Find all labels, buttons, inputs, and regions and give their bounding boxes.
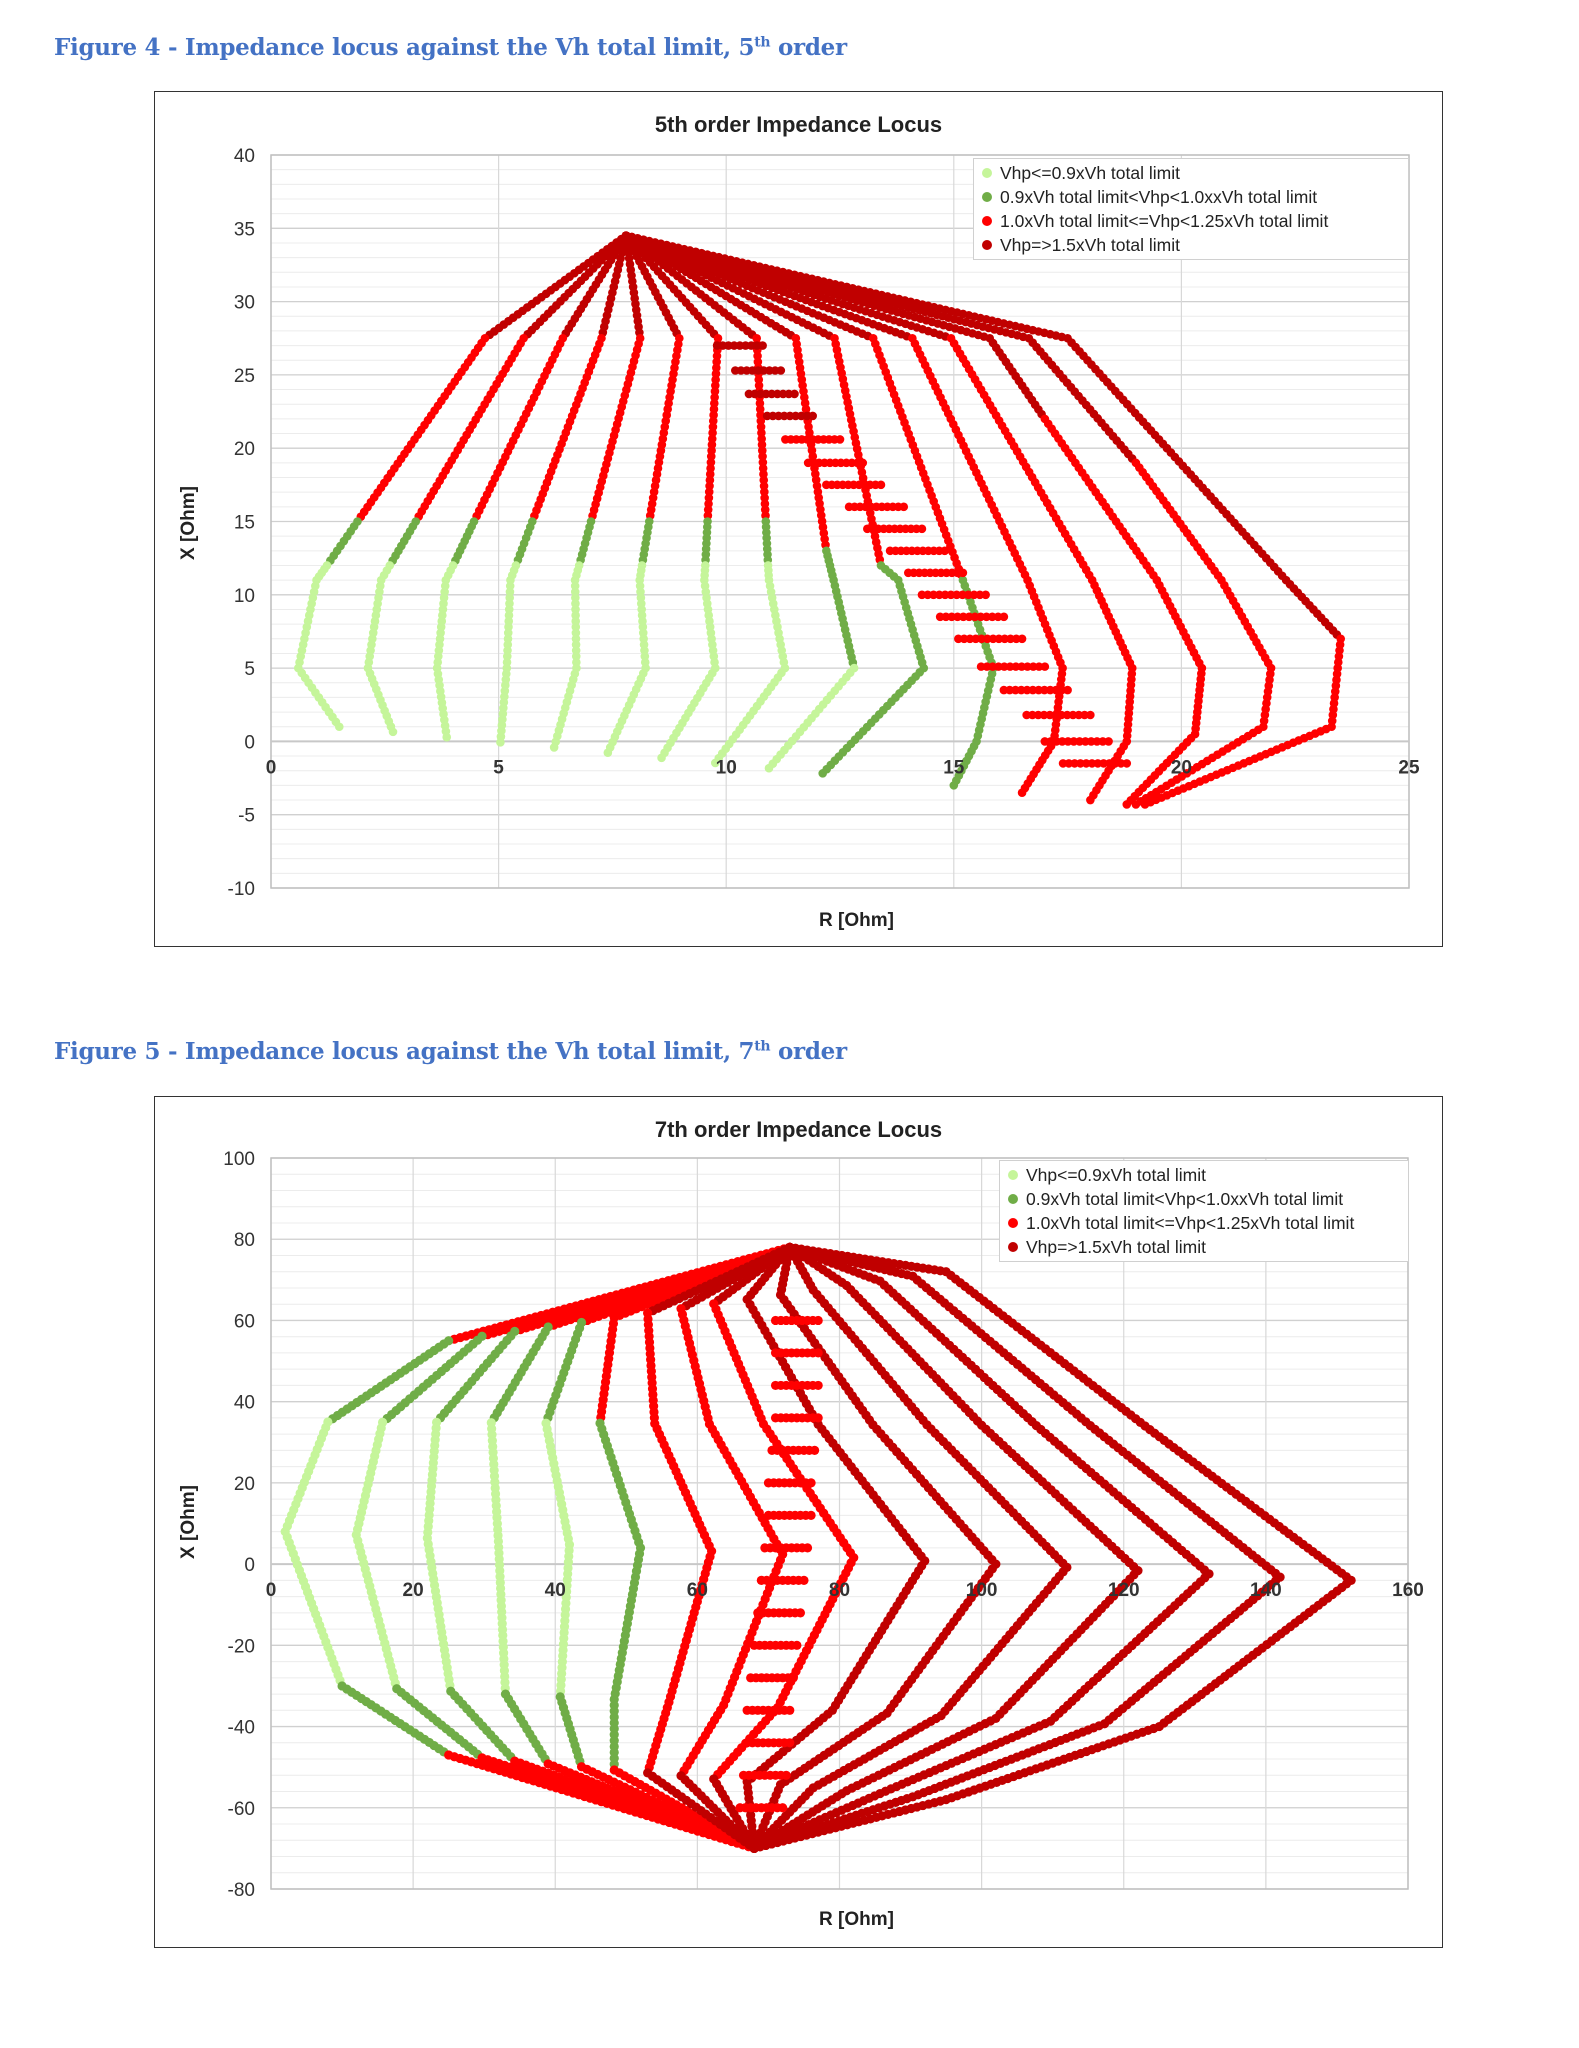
x-axis-label: R [Ohm] (819, 910, 894, 931)
data-point (1086, 710, 1095, 720)
data-point (1140, 800, 1150, 809)
legend-label: 1.0xVh total limit<=Vhp<1.25xVh total li… (1000, 210, 1329, 231)
caption-sup: th (754, 34, 771, 51)
y-tick-label: 80 (234, 1230, 255, 1251)
x-tick-label: 15 (943, 757, 965, 778)
figure-5-caption: Figure 5 - Impedance locus against the V… (54, 1038, 847, 1065)
data-point (808, 411, 817, 421)
data-point (710, 758, 720, 768)
y-tick-label: -80 (228, 1880, 255, 1901)
data-point (981, 590, 990, 600)
data-point (813, 1315, 823, 1326)
y-tick-label: 25 (234, 366, 255, 387)
data-point (1017, 634, 1027, 644)
data-point (813, 1380, 823, 1391)
data-point (899, 502, 909, 512)
chart-title: 5th order Impedance Locus (654, 112, 943, 137)
data-point (764, 763, 774, 773)
data-point (917, 524, 927, 534)
data-point (958, 568, 968, 578)
data-point (876, 480, 886, 490)
y-tick-label: -10 (228, 879, 255, 900)
y-tick-label: -40 (228, 1718, 255, 1739)
data-point (949, 781, 959, 790)
x-tick-label: 0 (266, 757, 277, 778)
data-point (758, 341, 767, 350)
data-point (549, 743, 559, 752)
figure-4-caption: Figure 4 - Impedance locus against the V… (54, 34, 847, 61)
y-tick-label: -5 (238, 806, 255, 827)
y-tick-label: -60 (228, 1799, 255, 1820)
data-point (1131, 800, 1141, 809)
caption-text: Figure 4 - Impedance locus against the V… (54, 34, 755, 61)
legend-item: Vhp=>1.5xVh total limit (982, 233, 1400, 257)
data-point (603, 748, 613, 757)
data-point (835, 435, 845, 444)
y-tick-label: 40 (234, 146, 255, 167)
data-point (1040, 662, 1050, 671)
y-tick-label: 0 (244, 732, 255, 753)
legend-label: Vhp<=0.9xVh total limit (1000, 162, 1180, 183)
data-point (1017, 788, 1027, 798)
caption-end: order (770, 1038, 847, 1065)
plot-area-border (270, 154, 1410, 889)
data-point (1104, 737, 1113, 746)
legend: Vhp<=0.9xVh total limit 0.9xVh total lim… (973, 158, 1409, 260)
y-tick-label: 15 (234, 513, 255, 534)
x-tick-label: 5 (493, 757, 504, 778)
chart-plot-svg: 40 35 30 25 20 15 10 5 0 -5 -10 0 5 10 15 20 25 (228, 146, 1420, 900)
legend-item: 1.0xVh total limit<=Vhp<1.25xVh total li… (982, 209, 1400, 233)
y-tick-label: 5 (244, 659, 255, 680)
data-point (790, 389, 799, 399)
data-point (999, 612, 1009, 622)
data-point (813, 1413, 823, 1423)
legend-marker (982, 240, 992, 250)
data-point (1122, 800, 1132, 809)
data-point (388, 727, 398, 737)
caption-sup: th (754, 1038, 771, 1055)
y-tick-label: -20 (228, 1636, 255, 1657)
x-tick-label: 20 (1171, 757, 1192, 778)
data-point (1063, 685, 1072, 695)
data-point (813, 1348, 823, 1358)
legend-label: Vhp=>1.5xVh total limit (1000, 234, 1180, 255)
x-tick-label: 25 (1398, 757, 1420, 778)
y-tick-label: 35 (234, 219, 255, 240)
data-point (442, 732, 452, 742)
data-point (1086, 795, 1095, 805)
legend-marker (982, 216, 992, 226)
chart-5th-order: 40 35 30 25 20 15 10 5 0 -5 -10 0 5 10 15 20 25 5th orde… (154, 91, 1443, 947)
data-point (496, 737, 505, 747)
y-axis-label: X [Ohm] (177, 486, 199, 560)
legend-item: 0.9xVh total limit<Vhp<1.0xxVh total lim… (982, 185, 1400, 209)
legend-label: 0.9xVh total limit<Vhp<1.0xxVh total lim… (1000, 186, 1318, 207)
y-tick-label: 0 (244, 1555, 255, 1576)
data-point (657, 753, 666, 763)
y-tick-label: 40 (234, 1393, 255, 1414)
legend-item: Vhp<=0.9xVh total limit (982, 161, 1400, 185)
data-point (858, 458, 868, 468)
data-point (818, 769, 828, 778)
x-tick-label: 10 (716, 757, 737, 778)
data-point (940, 546, 949, 556)
data-point (776, 366, 786, 375)
y-tick-label: 10 (234, 586, 255, 607)
legend-marker (982, 192, 992, 202)
y-tick-label: 20 (234, 1474, 255, 1495)
chart-7th-order: 100 80 60 40 20 0 -20 -40 -60 -80 0 20 40 60 80 100 120 1… (154, 1096, 1443, 1948)
caption-end: order (770, 34, 847, 61)
data-point (334, 722, 344, 732)
plot-area-border (270, 1157, 1409, 1890)
data-point (749, 1843, 759, 1853)
y-tick-label: 20 (234, 439, 255, 460)
legend-marker (982, 168, 992, 178)
y-tick-label: 60 (234, 1311, 255, 1332)
y-tick-label: 100 (223, 1149, 255, 1170)
caption-text: Figure 5 - Impedance locus against the V… (54, 1038, 755, 1065)
data-point (1122, 759, 1132, 768)
y-tick-label: 30 (234, 293, 255, 314)
